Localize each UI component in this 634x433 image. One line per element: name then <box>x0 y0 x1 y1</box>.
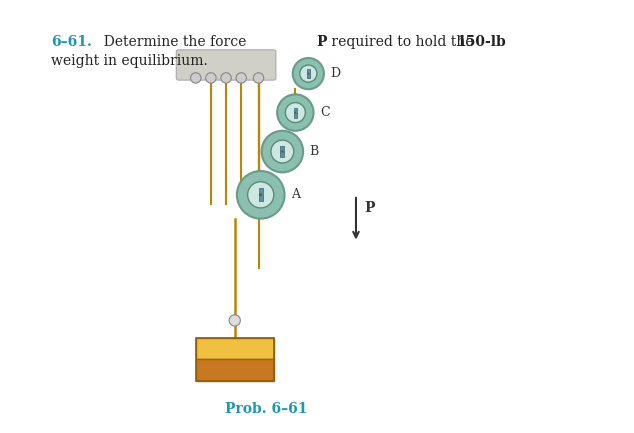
Circle shape <box>236 73 247 83</box>
Text: required to hold the: required to hold the <box>327 35 477 48</box>
Bar <box>280 146 284 157</box>
Bar <box>307 69 310 78</box>
FancyBboxPatch shape <box>176 50 276 80</box>
Bar <box>196 359 274 381</box>
Circle shape <box>205 73 216 83</box>
Text: Determine the force: Determine the force <box>95 35 251 48</box>
Bar <box>196 338 274 359</box>
Circle shape <box>281 150 283 153</box>
Text: weight in equilibrium.: weight in equilibrium. <box>51 54 207 68</box>
Bar <box>196 338 274 381</box>
Circle shape <box>307 73 309 74</box>
Circle shape <box>254 73 264 83</box>
Text: 6–61.: 6–61. <box>51 35 91 48</box>
Circle shape <box>248 182 274 208</box>
Circle shape <box>229 315 240 326</box>
Circle shape <box>262 131 303 172</box>
Text: A: A <box>291 188 300 201</box>
Circle shape <box>271 140 294 163</box>
Circle shape <box>259 194 262 196</box>
Circle shape <box>285 103 306 123</box>
Circle shape <box>293 58 324 89</box>
Text: 150-lb: 150-lb <box>456 35 506 48</box>
Text: P: P <box>316 35 327 48</box>
Bar <box>294 107 297 118</box>
Circle shape <box>277 94 314 131</box>
Text: C: C <box>320 106 330 119</box>
Text: B: B <box>309 145 319 158</box>
Circle shape <box>221 73 231 83</box>
Circle shape <box>294 111 297 114</box>
Circle shape <box>237 171 285 219</box>
Circle shape <box>191 73 201 83</box>
Text: P: P <box>365 201 375 215</box>
Bar <box>259 188 263 201</box>
Text: D: D <box>330 67 340 80</box>
Circle shape <box>300 65 317 82</box>
Text: Prob. 6–61: Prob. 6–61 <box>225 402 307 416</box>
